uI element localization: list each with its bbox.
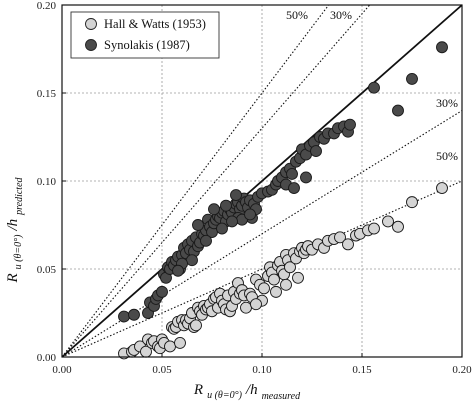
- data-point-synolakis: [118, 310, 130, 323]
- y-label-rest-subscript: predicted: [14, 176, 25, 215]
- data-point-synolakis: [226, 215, 238, 228]
- data-point-hall-watts: [268, 273, 280, 286]
- data-points: [118, 41, 448, 360]
- error-band-label: 50%: [286, 8, 308, 22]
- data-point-hall-watts: [174, 336, 186, 349]
- data-point-hall-watts: [284, 261, 296, 274]
- data-point-synolakis: [186, 254, 198, 267]
- error-band-label: 30%: [436, 96, 458, 110]
- legend-marker-hall-watts: [85, 18, 97, 30]
- data-point-synolakis: [230, 189, 242, 202]
- y-axis-label: R u (θ=0°) /h predicted: [4, 176, 25, 283]
- data-point-synolakis: [192, 219, 204, 231]
- data-point-synolakis: [300, 171, 312, 184]
- data-point-synolakis: [392, 104, 404, 117]
- data-point-synolakis: [156, 285, 168, 298]
- data-point-synolakis: [288, 182, 300, 194]
- perfect-agreement-line: [61, 4, 463, 358]
- data-point-hall-watts: [292, 271, 304, 284]
- data-point-synolakis: [368, 81, 380, 94]
- data-point-synolakis: [216, 222, 228, 235]
- data-point-hall-watts: [280, 278, 292, 291]
- error-band-line: [61, 4, 330, 358]
- x-label-main: R: [193, 382, 203, 398]
- data-point-synolakis: [344, 118, 356, 131]
- data-point-hall-watts: [406, 196, 418, 209]
- data-point-hall-watts: [250, 298, 262, 311]
- data-point-hall-watts: [270, 285, 282, 298]
- y-tick-label: 0.15: [37, 88, 57, 100]
- reference-line-labels: 50% 30% 30% 50%: [286, 8, 458, 163]
- data-point-hall-watts: [164, 340, 176, 353]
- x-tick-label: 0.05: [152, 364, 172, 376]
- data-point-hall-watts: [436, 182, 448, 194]
- data-point-hall-watts: [258, 282, 270, 295]
- y-tick-label: 0.10: [37, 176, 57, 188]
- legend-label-synolakis: Synolakis (1987): [104, 38, 190, 52]
- error-band-line: [61, 4, 371, 358]
- error-band-label: 50%: [436, 149, 458, 163]
- data-point-hall-watts: [334, 231, 346, 244]
- y-tick-label: 0.00: [37, 352, 57, 364]
- x-axis-label: R u (θ=0°) /h measured: [193, 381, 301, 402]
- data-point-synolakis: [310, 145, 322, 158]
- y-label-main: R: [5, 273, 21, 283]
- data-point-synolakis: [172, 264, 184, 277]
- legend-marker-synolakis: [85, 39, 97, 51]
- data-point-synolakis: [406, 72, 418, 85]
- axis-ticks: 0.00 0.05 0.10 0.15 0.20 0.00 0.05 0.10 0.15 0.20: [37, 0, 472, 376]
- x-tick-label: 0.00: [52, 364, 72, 376]
- x-tick-label: 0.20: [452, 364, 472, 376]
- x-label-rest-subscript: measured: [262, 391, 302, 402]
- x-label-subscript: u (θ=0°): [207, 390, 242, 401]
- data-point-synolakis: [208, 203, 220, 216]
- data-point-synolakis: [436, 41, 448, 54]
- data-point-hall-watts: [392, 220, 404, 233]
- data-point-hall-watts: [382, 215, 394, 228]
- data-point-synolakis: [244, 208, 256, 221]
- error-band-label: 30%: [330, 8, 352, 22]
- y-label-subscript: u (θ=0°): [13, 234, 24, 269]
- legend: Hall & Watts (1953) Synolakis (1987): [70, 11, 220, 59]
- data-point-synolakis: [200, 234, 212, 247]
- legend-label-hall-watts: Hall & Watts (1953): [104, 17, 206, 31]
- y-label-rest: /h: [5, 219, 21, 232]
- y-tick-label: 0.20: [37, 0, 57, 12]
- data-point-synolakis: [286, 168, 298, 180]
- x-tick-label: 0.15: [352, 364, 372, 376]
- y-tick-label: 0.05: [37, 264, 57, 276]
- legend-box: [70, 11, 220, 59]
- data-point-hall-watts: [240, 301, 252, 314]
- data-point-hall-watts: [190, 319, 202, 332]
- x-label-rest: /h: [245, 382, 258, 398]
- error-band-line: [61, 180, 463, 358]
- x-tick-label: 0.10: [252, 364, 272, 376]
- data-point-synolakis: [128, 308, 140, 321]
- data-point-hall-watts: [342, 238, 354, 251]
- data-point-synolakis: [220, 199, 232, 212]
- data-point-hall-watts: [368, 222, 380, 235]
